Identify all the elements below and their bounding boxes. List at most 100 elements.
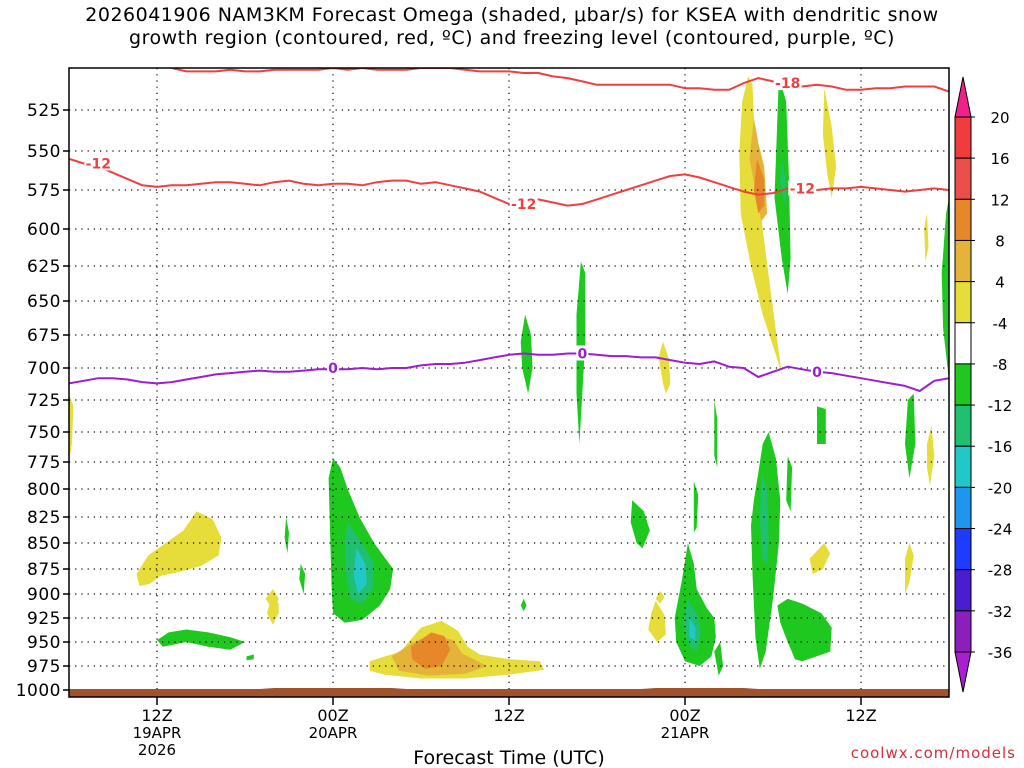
omega-region-32 [714,400,718,468]
omega-region-20 [284,517,289,554]
contour-minus18 [171,68,949,93]
chart-title-line1: 2026041906 NAM3KM Forecast Omega (shaded… [85,4,939,26]
y-tick-label-700: 700 [27,359,61,379]
colorbar-label-10: -24 [988,521,1013,539]
colorbar-tip-top [954,76,972,118]
y-tick-label-950: 950 [27,633,61,653]
y-tick-label-600: 600 [27,220,61,240]
y-tick-label-650: 650 [27,292,61,312]
omega-region-4 [410,632,451,669]
omega-region-22 [328,458,394,623]
omega-region-33 [693,481,699,533]
omega-region-15 [924,213,929,262]
colorbar-label-11: -28 [988,562,1013,580]
contour-label-freezing-1: 0 [577,346,587,362]
omega-region-8 [753,158,765,214]
contour-label-minus12-1-bg [509,196,538,212]
colorbar-label-5: -4 [993,315,1008,333]
y-tick-label-800: 800 [27,480,61,500]
y-tick-label-775: 775 [27,453,61,473]
y-tick-label-575: 575 [27,181,61,201]
omega-region-24 [353,548,367,594]
y-tick-label-875: 875 [27,560,61,580]
omega-region-27 [520,598,527,612]
y-tick-label-675: 675 [27,326,61,346]
contours: -12 -12 -12 -18 0 0 0 [69,68,949,392]
colorbar-segment-4 [954,281,972,324]
omega-region-9 [822,88,837,198]
omega-region-28 [630,500,650,549]
omega-region-17 [265,589,279,612]
omega-region-11 [655,591,665,604]
colorbar-label-1: 16 [990,150,1009,168]
omega-region-35 [759,472,769,564]
omega-region-38 [777,598,832,662]
colorbar-segment-7 [954,404,972,447]
colorbar-segment-9 [954,486,972,530]
y-tick-label-550: 550 [27,142,61,162]
x-tick-date-0: 19APR [133,724,182,742]
contour-freezing [69,352,949,392]
y-tick-label-925: 925 [27,609,61,629]
contour-label-freezing-2: 0 [812,365,822,381]
chart-title: 2026041906 NAM3KM Forecast Omega (shaded… [0,4,1024,50]
omega-region-42 [941,197,949,381]
colorbar-label-8: -16 [988,438,1013,456]
omega-region-14 [927,425,935,486]
contour-label-minus12-0: -12 [86,156,111,172]
colorbar-segment-6 [954,363,972,406]
colorbar-segment-10 [954,528,972,571]
x-tick-label-4: 12Z [845,706,876,725]
omega-region-19 [246,654,254,661]
colorbar: 20 16 12 8 4 -4 -8 -12 -16 -20 -24 -28 -32 -36 [954,76,1013,693]
omega-region-0 [136,511,222,586]
x-tick-year-0: 2026 [138,741,176,759]
omega-region-10 [648,600,666,642]
colorbar-label-9: -20 [988,479,1013,497]
colorbar-label-2: 12 [990,191,1009,209]
y-tick-label-975: 975 [27,657,61,677]
y-tick-label-625: 625 [27,257,61,277]
y-tick-label-725: 725 [27,391,61,411]
colorbar-label-6: -8 [993,356,1008,374]
y-tick-label-525: 525 [27,101,61,121]
x-tick-date-1: 20APR [309,724,358,742]
omega-region-39 [786,456,793,512]
x-tick-date-3: 21APR [661,724,710,742]
plot-background [69,68,949,697]
contour-label-minus12-2-bg [788,180,817,196]
colorbar-label-0: 20 [990,109,1009,127]
x-tick-label-1: 00Z [317,706,348,725]
colorbar-label-13: -36 [988,644,1013,662]
contour-label-freezing-0: 0 [328,361,338,377]
colorbar-label-3: 8 [995,232,1005,250]
colorbar-segment-11 [954,569,972,612]
plot-area [69,68,949,697]
contour-label-freezing-1-bg [576,345,589,361]
y-tick-label-1000: 1000 [16,681,61,701]
y-tick-label-750: 750 [27,423,61,443]
colorbar-label-7: -12 [988,397,1013,415]
y-tick-label-850: 850 [27,534,61,554]
x-axis-label: Forecast Time (UTC) [413,747,604,768]
omega-region-29 [674,543,716,666]
contour-label-freezing-2-bg [811,363,823,379]
chart-title-line2: growth region (contoured, red, ºC) and f… [129,27,895,49]
omega-region-41 [905,393,916,479]
axes: 1000 975 950 925 900 875 850 825 800 775 750 725 700… [16,67,950,759]
x-tick-label-2: 12Z [493,706,524,725]
ground-strip [69,688,949,697]
contour-label-minus12-0-bg [84,155,113,171]
omega-region-21 [299,563,306,594]
omega-region-37 [780,158,787,206]
contour-label-freezing-0-bg [327,360,339,375]
credit-text: coolwx.com/models [850,744,1016,762]
x-tick-label-0: 12Z [141,706,172,725]
x-tick-label-3: 00Z [669,706,700,725]
colorbar-segment-5 [954,322,972,365]
colorbar-label-4: 4 [995,274,1005,292]
omega-region-40 [817,406,826,444]
ground-surface [69,688,949,697]
omega-region-31 [689,618,696,641]
